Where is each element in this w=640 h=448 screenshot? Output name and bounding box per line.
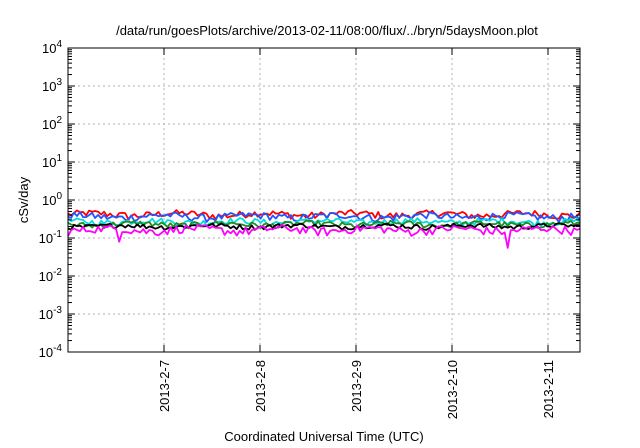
x-tick-label: 2013-2-9	[349, 360, 364, 412]
y-tick-label: 10-3	[39, 305, 63, 322]
x-tick-label: 2013-2-8	[253, 360, 268, 412]
y-axis: 10-4 10-3 10-2 10-1 100 101 102 103 104	[39, 39, 580, 360]
y-axis-label: cSv/day	[16, 176, 31, 223]
y-tick-label: 101	[42, 153, 62, 170]
x-tick-label: 2013-2-11	[541, 360, 556, 418]
y-tick-label: 100	[42, 191, 62, 208]
series-line	[67, 217, 581, 228]
y-tick-label: 103	[42, 77, 62, 94]
series-line	[67, 219, 581, 230]
chart-series-group	[67, 209, 581, 249]
series-line	[67, 222, 581, 231]
series-line	[67, 211, 581, 223]
y-tick-label: 102	[42, 115, 62, 132]
y-tick-label: 10-2	[39, 267, 63, 284]
x-axis: 2013-2-7 2013-2-8 2013-2-9 2013-2-10 2013-2-…	[157, 48, 556, 419]
series-line	[67, 224, 581, 249]
x-axis-label: Coordinated Universal Time (UTC)	[224, 429, 423, 444]
y-tick-label: 10-4	[39, 343, 63, 360]
y-tick-label: 10-1	[39, 229, 63, 246]
chart-grid	[68, 48, 580, 352]
x-tick-label: 2013-2-7	[157, 360, 172, 412]
chart-title: /data/run/goesPlots/archive/2013-02-11/0…	[116, 23, 538, 38]
y-tick-label: 104	[42, 39, 62, 56]
x-tick-label: 2013-2-10	[445, 360, 460, 419]
